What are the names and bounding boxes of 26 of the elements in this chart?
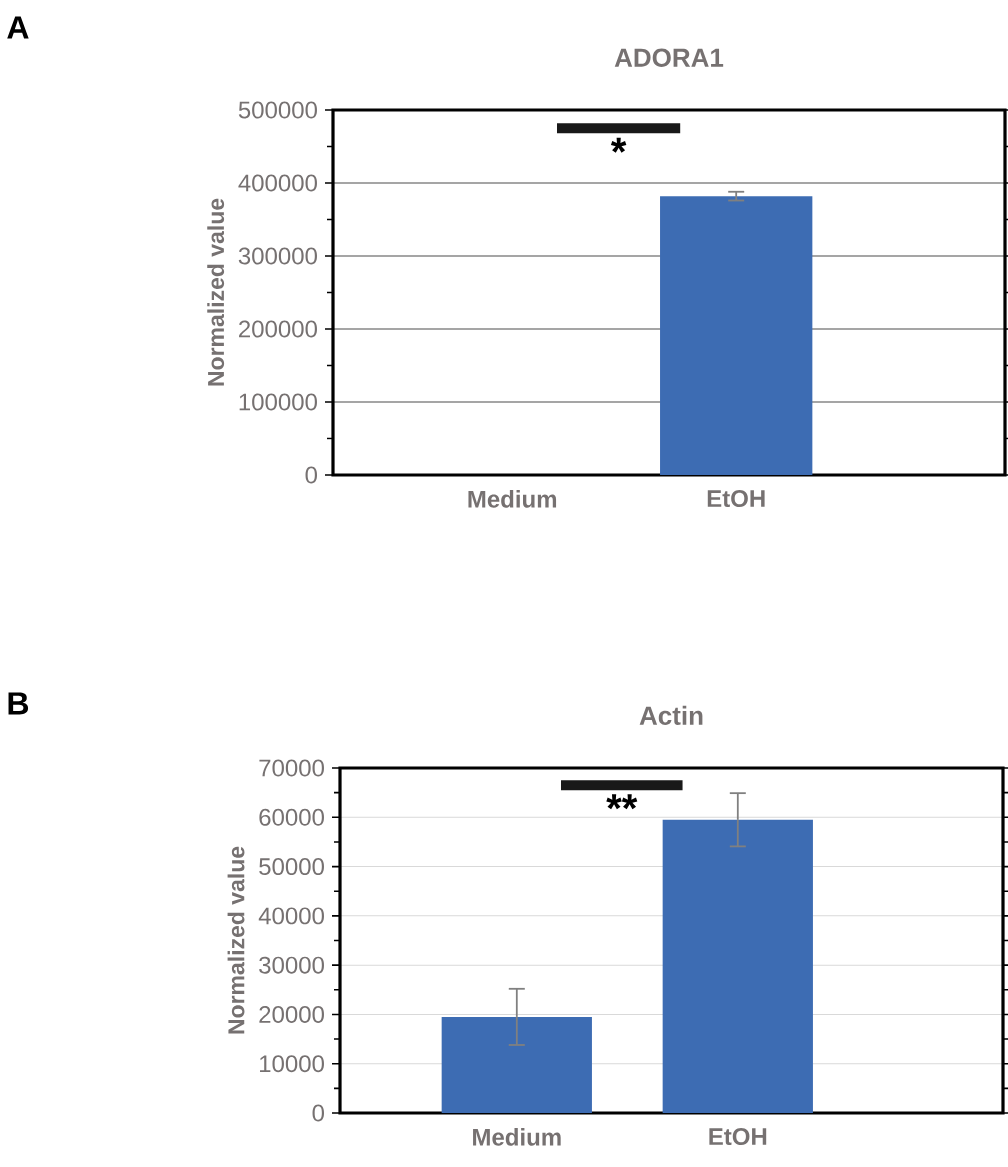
y-tick-label: 100000 xyxy=(239,393,317,411)
y-tick-label: 70000 xyxy=(259,759,324,777)
chart-title: ADORA1 xyxy=(614,48,724,67)
text: B xyxy=(8,692,29,715)
x-tick-label: EtOH xyxy=(707,490,765,508)
y-tick-label: 60000 xyxy=(259,808,324,826)
chart-title: Actin xyxy=(639,705,703,725)
y-tick-label: 30000 xyxy=(259,956,324,974)
text: A xyxy=(7,16,29,39)
x-tick-label: Medium xyxy=(468,490,557,508)
y-axis-title: Normalized value xyxy=(227,846,245,1034)
y-tick-label: 200000 xyxy=(239,320,317,338)
y-tick-label: 0 xyxy=(312,1104,325,1122)
y-tick-label: 50000 xyxy=(259,858,324,876)
y-tick-label: 40000 xyxy=(258,907,324,925)
y-tick-label: 400000 xyxy=(238,174,317,192)
y-tick-label: 300000 xyxy=(238,247,317,265)
x-tick-label: EtOH xyxy=(709,1128,767,1146)
annotation: ** xyxy=(606,794,638,810)
y-axis-title: Normalized value xyxy=(207,198,225,386)
annotation: * xyxy=(610,137,627,153)
x-tick-label: Medium xyxy=(473,1128,561,1146)
y-tick-label: 0 xyxy=(305,466,318,484)
y-tick-label: 20000 xyxy=(259,1005,324,1023)
y-tick-label: 500000 xyxy=(238,101,317,119)
y-tick-label: 10000 xyxy=(260,1055,324,1073)
